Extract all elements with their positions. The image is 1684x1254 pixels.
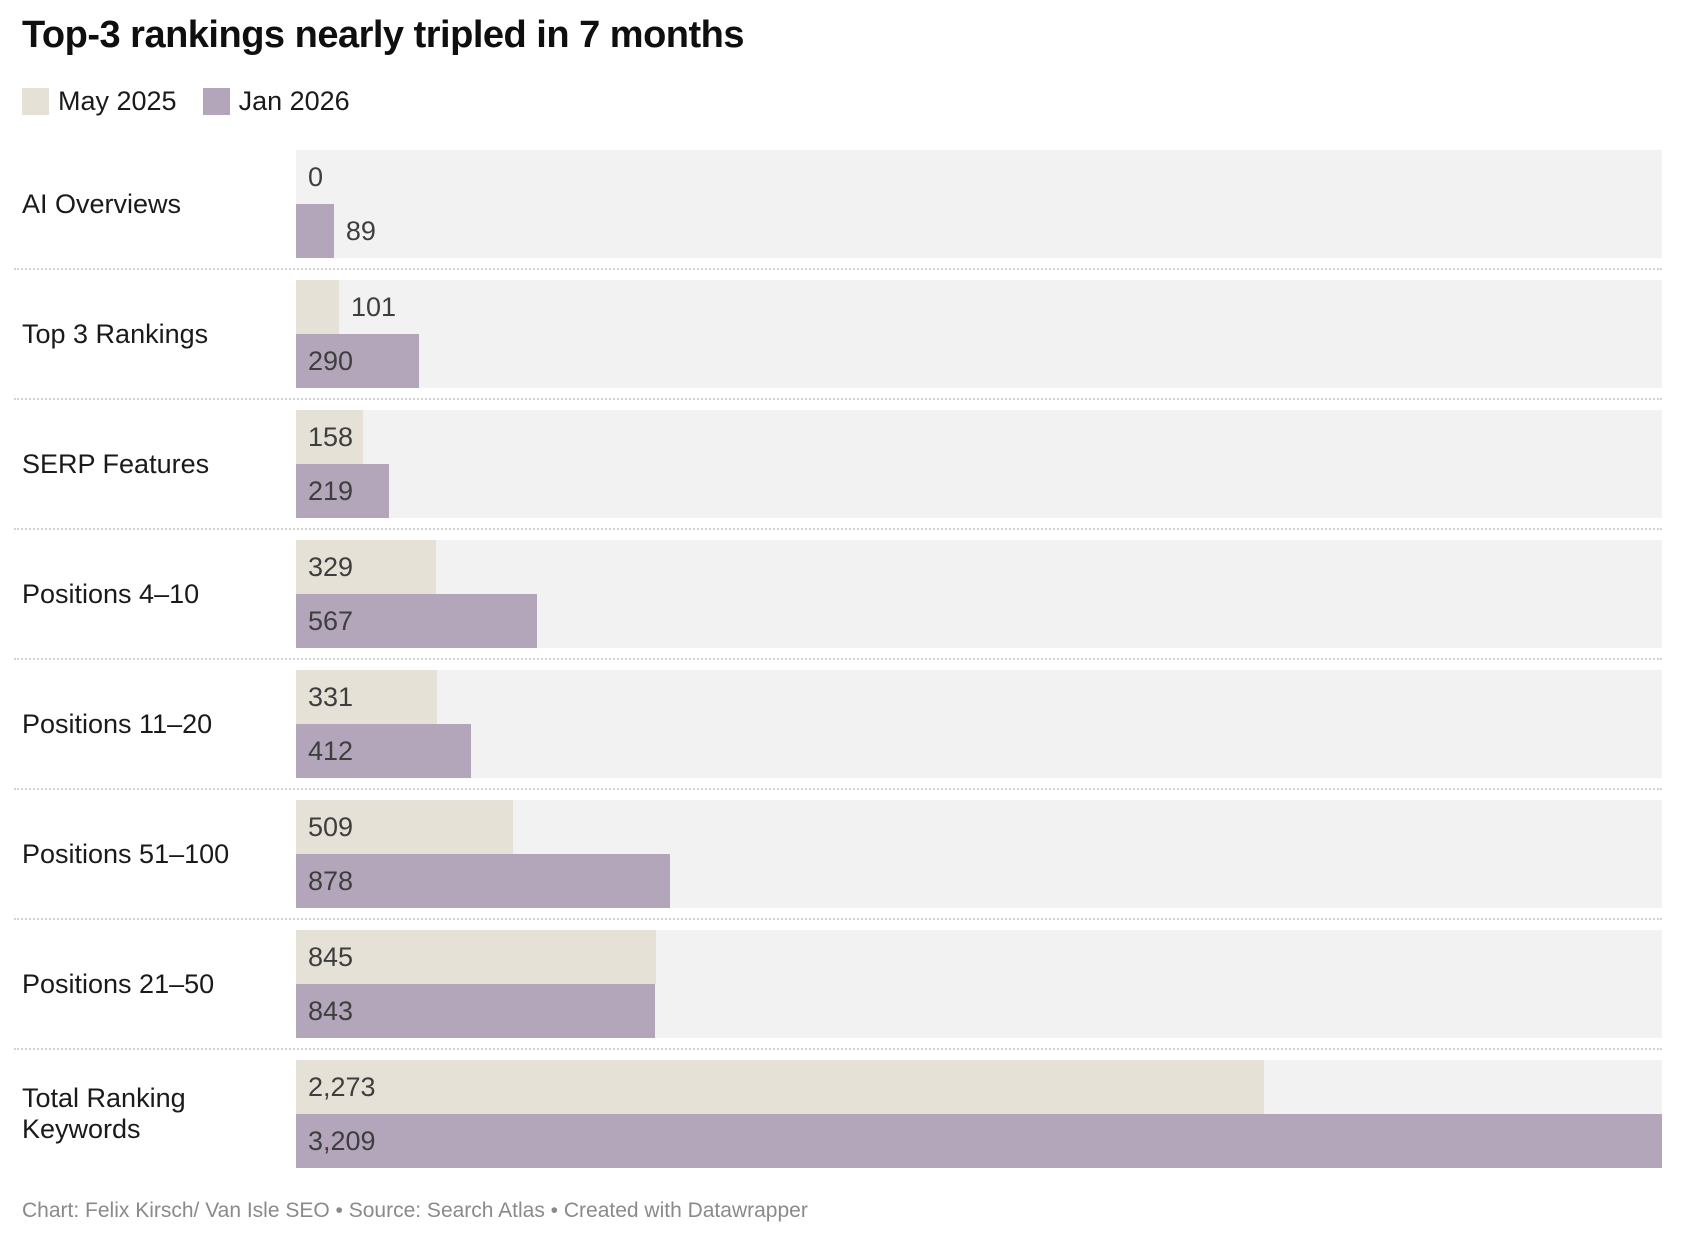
row-bars: 158 219 xyxy=(296,410,1662,518)
category-label: Top 3 Rankings xyxy=(22,318,209,349)
row-bars: 101 290 xyxy=(296,280,1662,388)
chart-row: Top 3 Rankings 101 290 xyxy=(14,280,1662,400)
chart-row: Positions 21–50 845 843 xyxy=(14,930,1662,1050)
bar-line-jan-2026: 412 xyxy=(296,724,1662,778)
bar-line-jan-2026: 3,209 xyxy=(296,1114,1662,1168)
row-bars: 329 567 xyxy=(296,540,1662,648)
chart-row: SERP Features 158 219 xyxy=(14,410,1662,530)
legend-label-jan-2026: Jan 2026 xyxy=(238,86,350,116)
category-label: Positions 21–50 xyxy=(22,968,215,999)
bar-value-label-may-2025: 331 xyxy=(308,682,354,712)
bar-jan-2026 xyxy=(296,1114,1662,1168)
bar-may-2025 xyxy=(296,410,364,464)
bar-line-jan-2026: 878 xyxy=(296,854,1662,908)
bar-line-may-2025: 101 xyxy=(296,280,1662,334)
bar-line-may-2025: 329 xyxy=(296,540,1662,594)
legend: May 2025 Jan 2026 xyxy=(22,88,350,115)
bar-chart-plot-area: AI Overviews 0 89 Top 3 Rankings 101 290 xyxy=(14,150,1662,1168)
bar-jan-2026 xyxy=(296,334,420,388)
bar-line-jan-2026: 567 xyxy=(296,594,1662,648)
bar-jan-2026 xyxy=(296,984,655,1038)
chart-footer-credit: Chart: Felix Kirsch/ Van Isle SEO • Sour… xyxy=(22,1199,808,1222)
bar-line-may-2025: 0 xyxy=(296,150,1662,204)
bar-line-jan-2026: 843 xyxy=(296,984,1662,1038)
bar-jan-2026 xyxy=(296,464,390,518)
chart-title: Top-3 rankings nearly tripled in 7 month… xyxy=(22,14,745,56)
chart-row: Positions 11–20 331 412 xyxy=(14,670,1662,790)
bar-value-label-jan-2026: 412 xyxy=(308,736,354,766)
bar-value-label-may-2025: 158 xyxy=(308,422,354,452)
chart-row: Total Ranking Keywords 2,273 3,209 xyxy=(22,1060,1662,1168)
bar-line-jan-2026: 89 xyxy=(296,204,1662,258)
bar-value-label-may-2025: 101 xyxy=(350,292,397,322)
bar-may-2025 xyxy=(296,280,339,334)
row-bars: 0 89 xyxy=(296,150,1662,258)
bar-may-2025 xyxy=(296,800,513,854)
legend-label-may-2025: May 2025 xyxy=(58,86,177,116)
bar-value-label-may-2025: 329 xyxy=(308,552,354,582)
category-label: Positions 4–10 xyxy=(22,578,200,609)
bar-line-may-2025: 331 xyxy=(296,670,1662,724)
bar-may-2025 xyxy=(296,540,437,594)
bar-jan-2026 xyxy=(296,204,334,258)
row-bars: 845 843 xyxy=(296,930,1662,1038)
legend-swatch-jan-2026 xyxy=(202,88,230,115)
bar-value-label-may-2025: 509 xyxy=(308,812,354,842)
bar-value-label-may-2025: 2,273 xyxy=(308,1072,376,1102)
chart-row: Positions 4–10 329 567 xyxy=(14,540,1662,660)
category-label: SERP Features xyxy=(22,448,210,479)
bar-line-may-2025: 158 xyxy=(296,410,1662,464)
bar-value-label-jan-2026: 89 xyxy=(345,216,376,246)
chart-row: AI Overviews 0 89 xyxy=(14,150,1662,270)
bar-value-label-jan-2026: 567 xyxy=(308,606,354,636)
bar-value-label-jan-2026: 3,209 xyxy=(308,1126,376,1156)
legend-item-may-2025: May 2025 xyxy=(22,88,177,115)
legend-swatch-may-2025 xyxy=(22,88,49,115)
row-bars: 331 412 xyxy=(296,670,1662,778)
bar-value-label-may-2025: 0 xyxy=(308,162,324,192)
bar-jan-2026 xyxy=(296,724,472,778)
category-label: Positions 51–100 xyxy=(22,838,230,869)
row-bars: 2,273 3,209 xyxy=(296,1060,1662,1168)
bar-value-label-jan-2026: 878 xyxy=(308,866,354,896)
bar-may-2025 xyxy=(296,670,437,724)
category-label: AI Overviews xyxy=(22,188,182,219)
category-label: Positions 11–20 xyxy=(22,708,213,739)
category-label: Total Ranking Keywords xyxy=(22,1083,186,1144)
bar-value-label-jan-2026: 219 xyxy=(308,476,354,506)
bar-value-label-jan-2026: 843 xyxy=(308,996,354,1026)
bar-line-may-2025: 509 xyxy=(296,800,1662,854)
bar-value-label-may-2025: 845 xyxy=(308,942,354,972)
row-bars: 509 878 xyxy=(296,800,1662,908)
bar-may-2025 xyxy=(296,1060,1264,1114)
bar-jan-2026 xyxy=(296,854,670,908)
bar-line-jan-2026: 219 xyxy=(296,464,1662,518)
bar-line-may-2025: 2,273 xyxy=(296,1060,1662,1114)
chart-row: Positions 51–100 509 878 xyxy=(14,800,1662,920)
bar-line-may-2025: 845 xyxy=(296,930,1662,984)
bar-line-jan-2026: 290 xyxy=(296,334,1662,388)
bar-jan-2026 xyxy=(296,594,538,648)
bar-value-label-jan-2026: 290 xyxy=(308,346,354,376)
legend-item-jan-2026: Jan 2026 xyxy=(202,86,350,116)
bar-may-2025 xyxy=(296,930,656,984)
